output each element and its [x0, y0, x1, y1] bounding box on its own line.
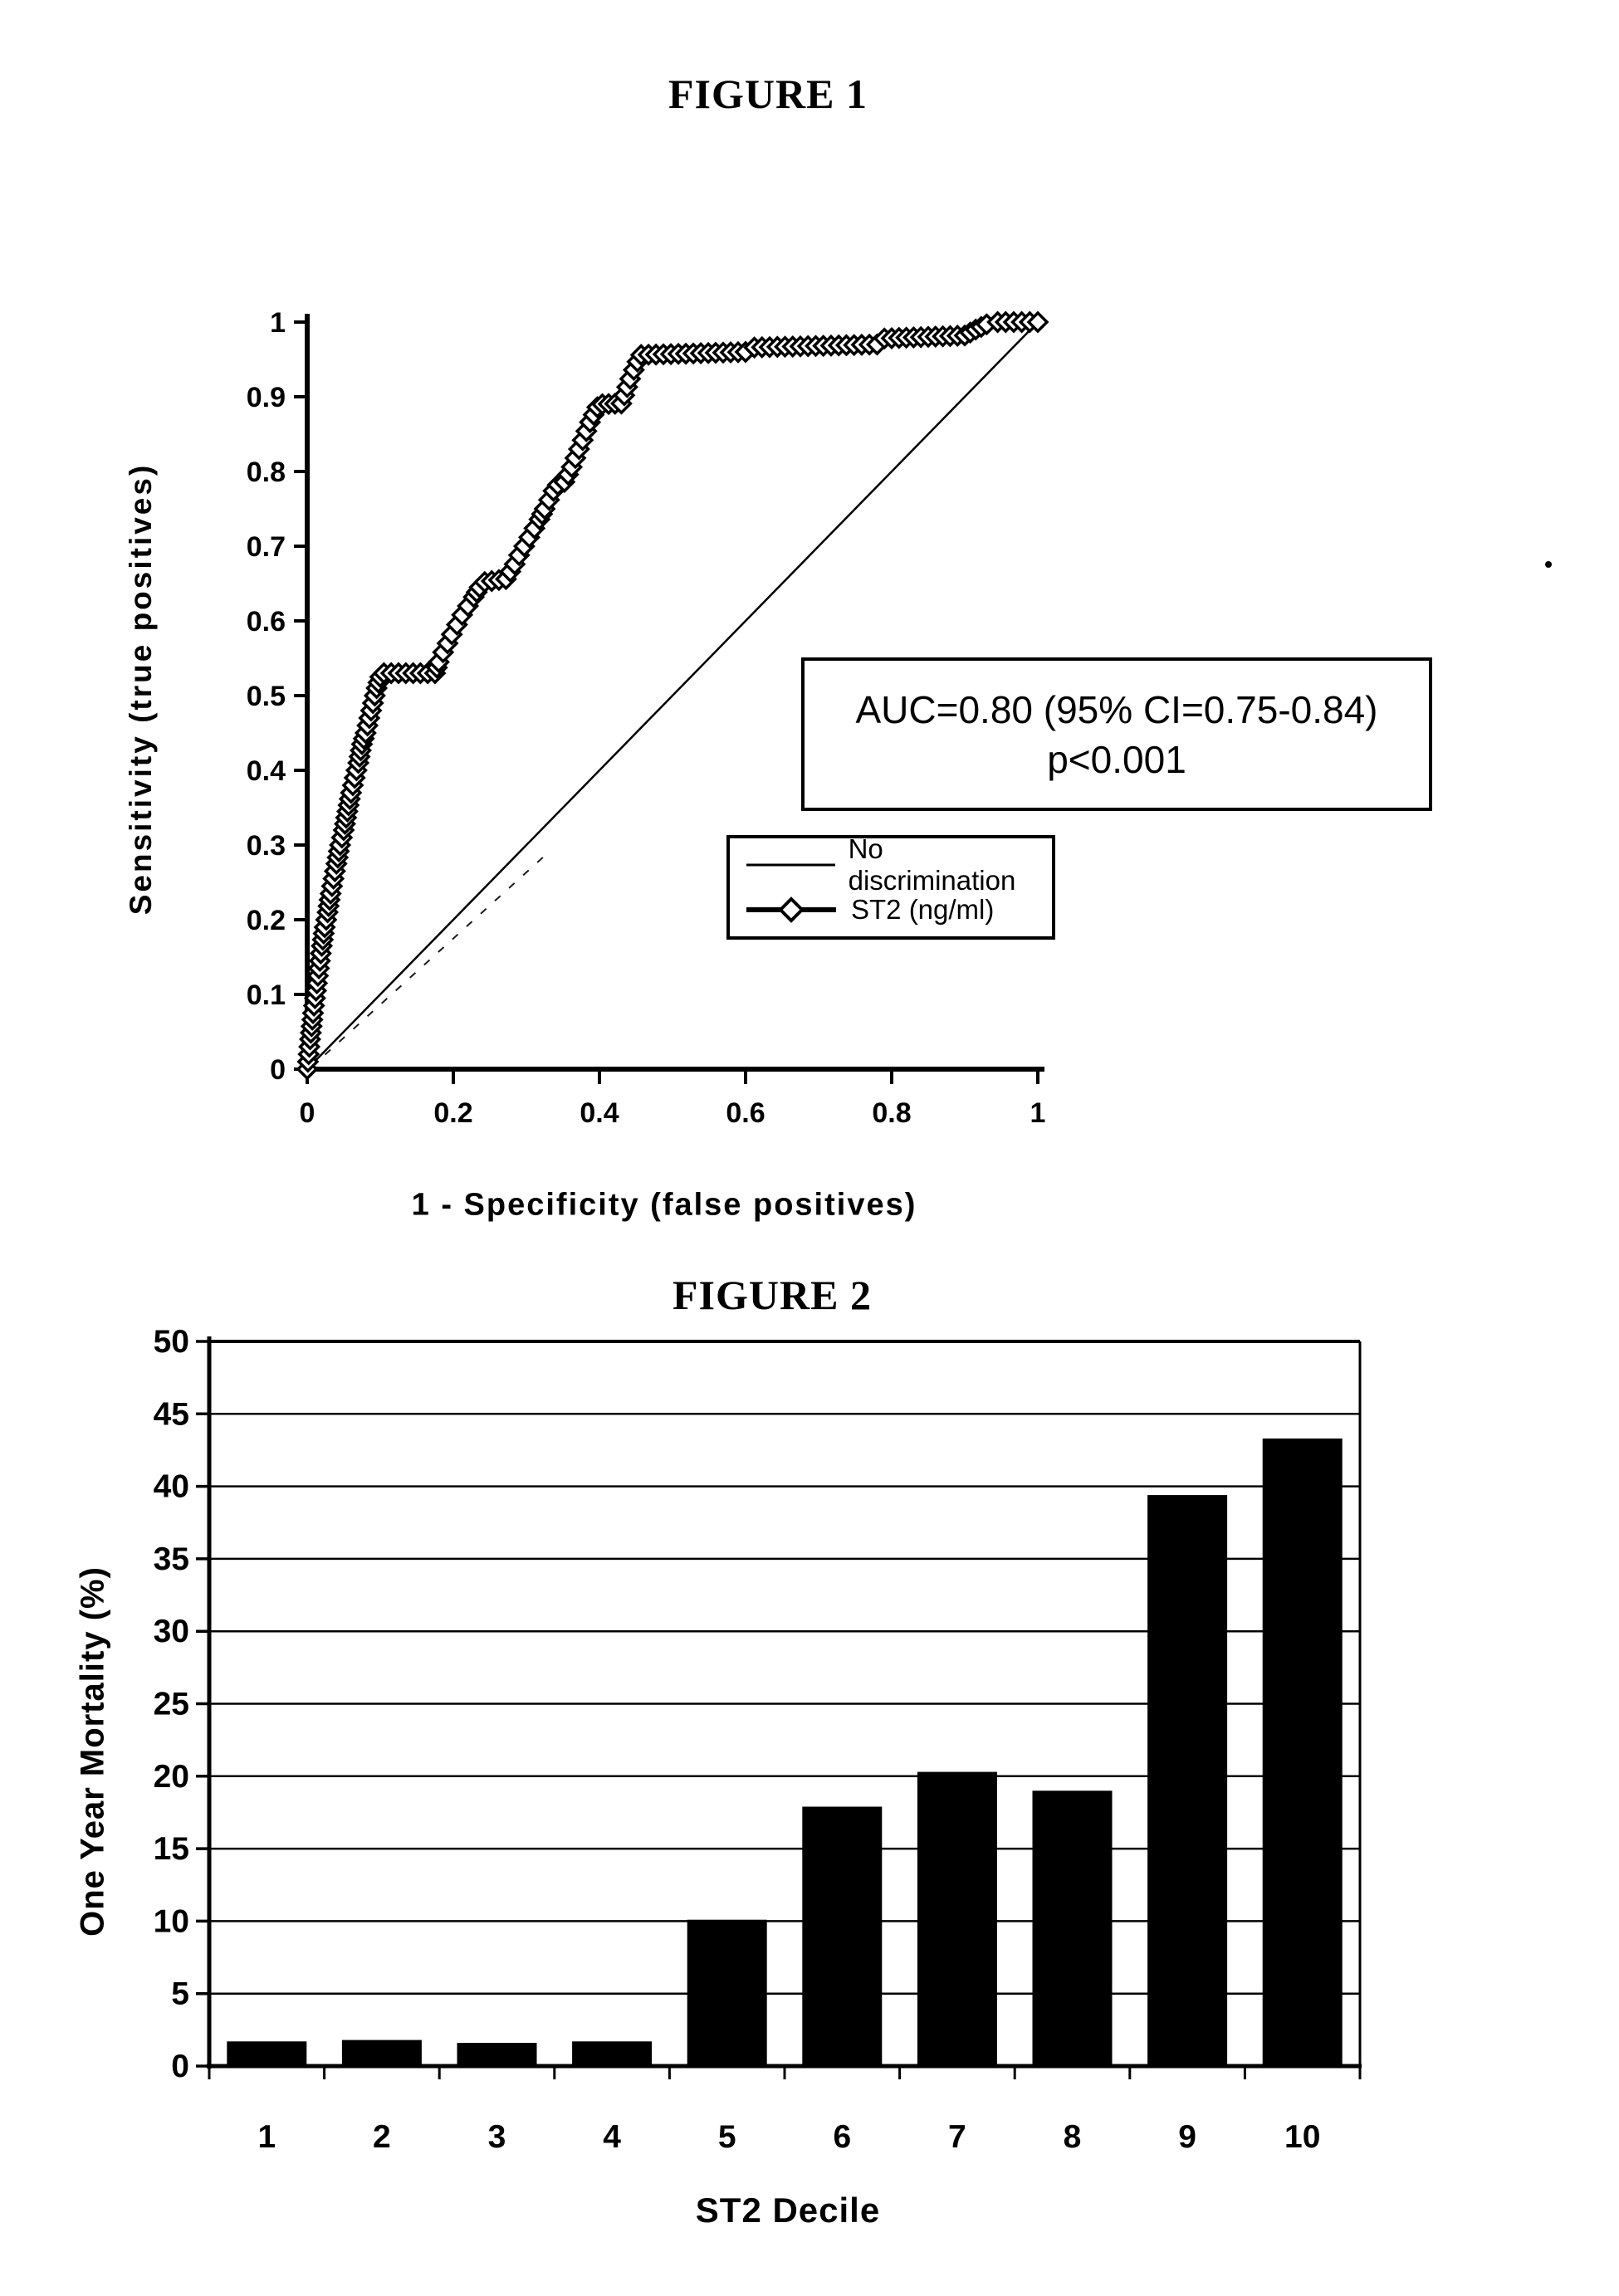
- figure1-x-tick-label: 0: [300, 1097, 315, 1129]
- figure2-category-label: 3: [488, 2119, 506, 2155]
- figure2-y-tick-label: 25: [154, 1687, 189, 1722]
- figure2-y-tick-label: 50: [154, 1324, 189, 1360]
- figure1-y-axis-title: Sensitivity (true positives): [124, 462, 158, 916]
- figure2-category-label: 9: [1178, 2119, 1196, 2155]
- figure2-y-tick-label: 40: [154, 1469, 189, 1505]
- figure1-x-tick-label: 0.4: [580, 1097, 619, 1129]
- figure2-y-tick-label: 5: [171, 1976, 189, 2012]
- figure2-category-label: 10: [1284, 2119, 1320, 2155]
- bar-decile-2: [341, 2040, 422, 2066]
- figure2-y-tick-label: 10: [154, 1903, 189, 1939]
- auc-annotation-box: AUC=0.80 (95% CI=0.75-0.84) p<0.001: [801, 657, 1432, 811]
- figure1-y-tick-label: 0.9: [247, 382, 286, 413]
- legend-label-st2: ST2 (ng/ml): [851, 894, 995, 926]
- figure1-y-tick-label: 0: [270, 1054, 286, 1086]
- legend-row-no-discrimination: No discrimination: [745, 833, 1052, 896]
- no-discrimination-line-icon: [746, 863, 835, 867]
- bar-decile-6: [802, 1806, 883, 2066]
- figure1-y-tick-label: 0.1: [247, 979, 286, 1011]
- figure1-y-tick-label: 0.6: [247, 606, 286, 638]
- scan-speck: [1545, 561, 1552, 568]
- figure2-category-label: 2: [373, 2119, 391, 2155]
- figure2-title: FIGURE 2: [673, 1272, 872, 1318]
- figure1-x-tick-label: 0.6: [726, 1097, 765, 1129]
- bar-decile-8: [1032, 1790, 1113, 2066]
- figure1-x-tick-label: 0.2: [433, 1097, 472, 1129]
- figure2-y-tick-label: 30: [154, 1614, 189, 1649]
- figure1-x-axis-title: 1 - Specificity (false positives): [411, 1187, 917, 1223]
- figure2-y-tick-label: 0: [171, 2049, 189, 2084]
- figure1-y-tick-label: 0.7: [247, 531, 286, 563]
- figure1-title: FIGURE 1: [668, 71, 868, 117]
- figure2-category-label: 8: [1064, 2119, 1082, 2155]
- figure2-category-label: 4: [603, 2119, 621, 2155]
- figure1-y-tick-label: 0.4: [247, 755, 286, 787]
- st2-roc-diamond-marker: [1026, 310, 1049, 334]
- figure1-y-tick-label: 1: [270, 307, 286, 339]
- legend-row-st2: ST2 (ng/ml): [745, 891, 1052, 929]
- bar-decile-7: [917, 1771, 997, 2066]
- auc-annotation-line2: p<0.001: [1047, 737, 1186, 781]
- figure1-legend: No discrimination ST2 (ng/ml): [726, 833, 1055, 940]
- bar-decile-9: [1147, 1495, 1228, 2066]
- bar-decile-10: [1262, 1439, 1343, 2066]
- figure2-category-label: 6: [833, 2119, 851, 2155]
- figure2-x-axis-title: ST2 Decile: [695, 2191, 881, 2230]
- figure1-x-tick-label: 0.8: [872, 1097, 911, 1129]
- bar-decile-3: [457, 2043, 537, 2066]
- figure2-y-tick-label: 15: [154, 1831, 189, 1867]
- figure1-y-tick-label: 0.2: [247, 905, 286, 936]
- figure2-category-label: 7: [948, 2119, 966, 2155]
- figure2-y-tick-label: 35: [154, 1541, 189, 1577]
- figure1-y-tick-label: 0.3: [247, 830, 286, 862]
- no-discrimination-line: [306, 321, 1039, 1070]
- bar-decile-4: [572, 2041, 653, 2066]
- figure2-y-tick-label: 20: [154, 1759, 189, 1795]
- figure1-y-tick-label: 0.5: [247, 681, 286, 712]
- figure1-x-tick-label: 1: [1030, 1097, 1046, 1129]
- figure2-category-label: 1: [257, 2119, 276, 2155]
- figure1-y-tick-label: 0.8: [247, 457, 286, 488]
- bar-decile-5: [687, 1919, 767, 2066]
- legend-label-no-discrimination: No discrimination: [848, 833, 1016, 896]
- dashed-reference-line: [310, 852, 550, 1068]
- bar-decile-1: [227, 2041, 307, 2066]
- figure2-y-tick-label: 45: [154, 1396, 189, 1432]
- figure2-category-label: 5: [718, 2119, 736, 2155]
- auc-annotation-line1: AUC=0.80 (95% CI=0.75-0.84): [855, 687, 1378, 731]
- st2-diamond-line-icon: [746, 896, 836, 924]
- figure2-y-axis-title: One Year Mortality (%): [74, 1566, 111, 1937]
